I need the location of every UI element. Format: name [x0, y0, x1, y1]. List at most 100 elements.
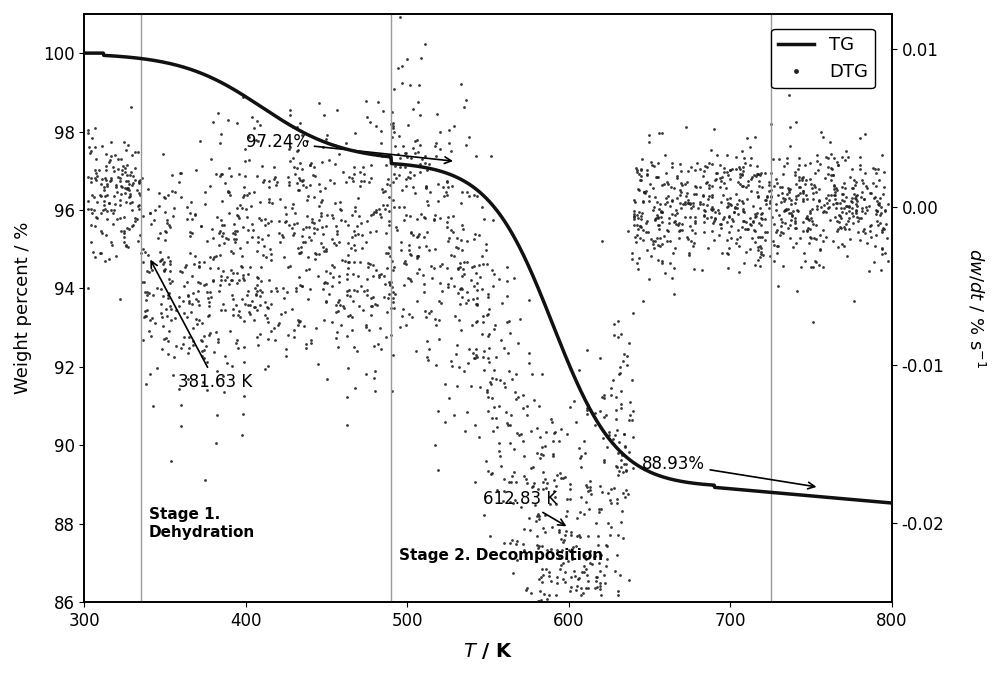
- Point: [366, 373, 382, 383]
- Point: [757, 168, 773, 179]
- Point: [762, 251, 778, 262]
- Point: [260, 230, 276, 240]
- Point: [791, 153, 807, 163]
- Point: [651, 203, 667, 214]
- Point: [220, 234, 236, 244]
- Point: [521, 513, 537, 524]
- Point: [795, 186, 811, 196]
- Point: [587, 419, 603, 430]
- Point: [589, 571, 605, 582]
- Point: [162, 300, 178, 311]
- Point: [235, 409, 251, 420]
- Point: [536, 628, 552, 639]
- Point: [630, 223, 646, 234]
- Point: [799, 225, 815, 236]
- Point: [580, 485, 596, 496]
- Point: [159, 217, 175, 228]
- Point: [433, 297, 449, 308]
- Point: [217, 178, 233, 188]
- Point: [471, 230, 487, 240]
- Point: [217, 351, 233, 362]
- Point: [316, 315, 332, 325]
- Point: [165, 369, 181, 380]
- Point: [179, 311, 195, 322]
- Point: [240, 300, 256, 310]
- Point: [677, 178, 693, 189]
- Point: [120, 183, 136, 194]
- Point: [105, 219, 121, 230]
- Point: [728, 238, 744, 248]
- Point: [440, 212, 456, 223]
- Point: [641, 273, 657, 284]
- Point: [318, 295, 334, 306]
- Point: [460, 294, 476, 305]
- Point: [147, 205, 163, 215]
- Point: [468, 151, 484, 161]
- Point: [748, 171, 764, 182]
- Point: [340, 256, 356, 267]
- Point: [361, 176, 377, 187]
- Point: [281, 177, 297, 188]
- Point: [377, 185, 393, 196]
- Point: [385, 350, 401, 360]
- Point: [196, 353, 212, 364]
- Point: [157, 235, 173, 246]
- Point: [750, 191, 766, 202]
- Point: [861, 266, 877, 277]
- Point: [249, 279, 265, 290]
- Point: [596, 393, 612, 404]
- Point: [246, 315, 262, 325]
- Point: [314, 195, 330, 206]
- Point: [815, 132, 831, 142]
- Point: [690, 202, 706, 213]
- Point: [779, 153, 795, 164]
- Point: [797, 179, 813, 190]
- Point: [225, 303, 241, 314]
- Point: [738, 217, 754, 227]
- Point: [427, 209, 443, 220]
- Point: [534, 564, 550, 574]
- Point: [628, 236, 644, 247]
- Point: [140, 184, 156, 194]
- Point: [800, 223, 816, 234]
- Point: [230, 211, 246, 221]
- Point: [640, 227, 656, 238]
- Point: [742, 159, 758, 170]
- Point: [538, 483, 554, 493]
- Point: [539, 545, 555, 556]
- Point: [667, 216, 683, 227]
- Point: [613, 402, 629, 413]
- Point: [830, 223, 846, 234]
- Point: [828, 197, 844, 208]
- Point: [794, 172, 810, 183]
- Point: [92, 190, 108, 200]
- Point: [204, 223, 220, 234]
- Point: [318, 221, 334, 232]
- Point: [754, 182, 770, 192]
- Point: [484, 467, 500, 478]
- Point: [440, 279, 456, 290]
- Point: [129, 184, 145, 195]
- Point: [80, 195, 96, 206]
- Point: [396, 279, 412, 290]
- Point: [827, 194, 843, 205]
- Point: [742, 219, 758, 230]
- Point: [346, 240, 362, 250]
- Point: [719, 149, 735, 160]
- Point: [542, 603, 558, 614]
- Point: [302, 160, 318, 171]
- Point: [257, 213, 273, 224]
- Point: [289, 178, 305, 189]
- Point: [603, 389, 619, 400]
- Point: [753, 209, 769, 220]
- Point: [202, 252, 218, 263]
- Point: [823, 174, 839, 185]
- Point: [106, 190, 122, 201]
- Point: [716, 178, 732, 188]
- Point: [286, 331, 302, 342]
- Point: [383, 329, 399, 340]
- Point: [300, 294, 316, 304]
- Point: [629, 229, 645, 240]
- Point: [182, 230, 198, 241]
- Point: [521, 348, 537, 358]
